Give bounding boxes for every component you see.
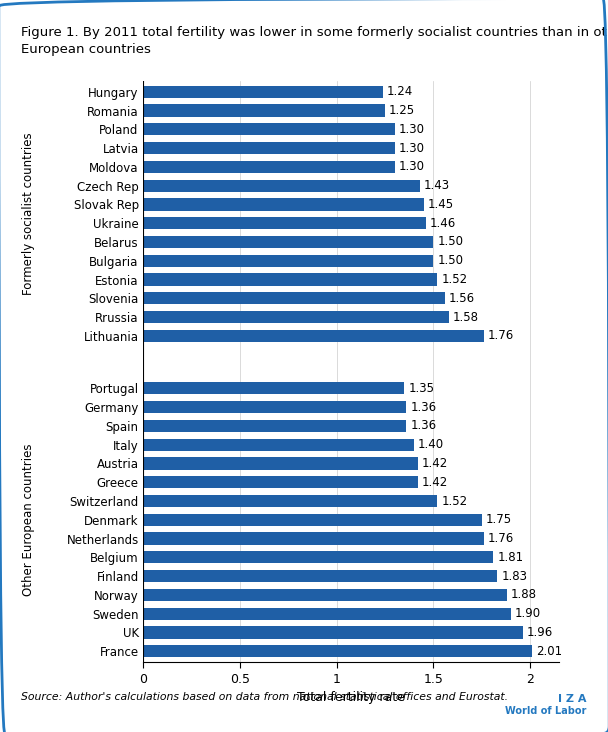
Bar: [143, 495, 437, 507]
Bar: [143, 551, 494, 564]
Text: 1.76: 1.76: [488, 532, 514, 545]
Text: Other European countries: Other European countries: [22, 444, 35, 596]
Bar: [143, 589, 507, 601]
Text: 1.46: 1.46: [430, 217, 456, 230]
Bar: [143, 123, 395, 135]
Text: 1.52: 1.52: [441, 495, 468, 507]
Bar: [143, 292, 445, 305]
Text: 1.56: 1.56: [449, 292, 475, 305]
Bar: [143, 217, 426, 229]
Bar: [143, 401, 406, 414]
Bar: [143, 161, 395, 173]
Text: 1.75: 1.75: [486, 513, 512, 526]
Text: 1.24: 1.24: [387, 86, 413, 98]
Text: 1.76: 1.76: [488, 329, 514, 343]
Text: 1.35: 1.35: [408, 382, 434, 395]
Text: Source: Author's calculations based on data from national statistical offices an: Source: Author's calculations based on d…: [21, 692, 508, 702]
Bar: [143, 179, 420, 192]
Text: 1.43: 1.43: [424, 179, 450, 192]
Bar: [143, 514, 482, 526]
Text: 1.36: 1.36: [410, 419, 437, 433]
Bar: [143, 570, 497, 582]
Bar: [143, 274, 437, 285]
Text: 1.30: 1.30: [399, 141, 424, 154]
Bar: [143, 438, 414, 451]
Bar: [143, 86, 383, 98]
Bar: [143, 532, 484, 545]
Bar: [143, 142, 395, 154]
Text: 1.50: 1.50: [437, 236, 463, 248]
Text: 1.40: 1.40: [418, 438, 444, 451]
Text: 1.96: 1.96: [527, 626, 553, 639]
Text: 1.58: 1.58: [453, 310, 479, 324]
Text: 1.83: 1.83: [501, 569, 527, 583]
Bar: [143, 198, 424, 211]
Text: 2.01: 2.01: [536, 645, 562, 657]
X-axis label: Total fertility rate: Total fertility rate: [297, 692, 405, 704]
Text: 1.50: 1.50: [437, 254, 463, 267]
Text: 1.36: 1.36: [410, 400, 437, 414]
Bar: [143, 255, 434, 267]
Bar: [143, 458, 418, 469]
Bar: [143, 236, 434, 248]
Text: 1.52: 1.52: [441, 273, 468, 286]
Text: 1.88: 1.88: [511, 589, 537, 602]
Text: 1.30: 1.30: [399, 160, 424, 173]
Bar: [143, 105, 385, 116]
Bar: [143, 382, 404, 395]
Bar: [143, 608, 511, 620]
Text: 1.30: 1.30: [399, 123, 424, 136]
Text: 1.90: 1.90: [515, 607, 541, 620]
Text: 1.81: 1.81: [497, 551, 523, 564]
Bar: [143, 476, 418, 488]
Bar: [143, 420, 406, 432]
Text: Formerly socialist countries: Formerly socialist countries: [22, 132, 35, 295]
Text: 1.42: 1.42: [422, 457, 448, 470]
Bar: [143, 627, 522, 638]
Text: 1.25: 1.25: [389, 104, 415, 117]
Text: Figure 1. By 2011 total fertility was lower in some formerly socialist countries: Figure 1. By 2011 total fertility was lo…: [21, 26, 608, 56]
Text: 1.45: 1.45: [427, 198, 454, 211]
Text: 1.42: 1.42: [422, 476, 448, 489]
Text: World of Labor: World of Labor: [505, 706, 587, 716]
Bar: [143, 645, 532, 657]
Text: I Z A: I Z A: [558, 694, 587, 704]
Bar: [143, 329, 484, 342]
Bar: [143, 311, 449, 323]
